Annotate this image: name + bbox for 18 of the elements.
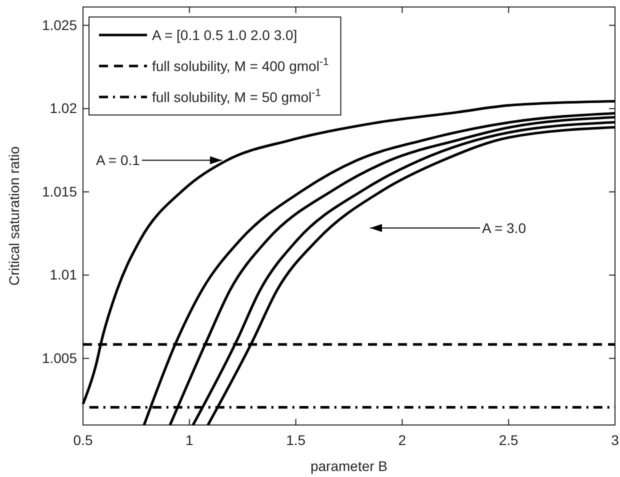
legend-label: full solubility, M = 50 gmol$^{-1}$: [152, 87, 322, 105]
y-tick-label: 1.015: [42, 183, 78, 200]
y-tick-label: 1.005: [42, 350, 78, 366]
x-tick-label: 2.5: [498, 432, 519, 448]
legend-label: full solubility, M = 400 gmol$^{-1}$: [152, 56, 329, 74]
x-tick-label: 3: [611, 432, 620, 448]
y-tick-label: 1.025: [42, 16, 78, 33]
x-tick-label: 1.5: [286, 432, 306, 448]
y-tick-label: 1.02: [50, 100, 78, 116]
x-tick-label: 1: [186, 432, 194, 448]
annotation: A = 3.0: [482, 220, 526, 236]
x-axis-title: parameter B: [310, 458, 388, 474]
y-tick-label: 1.01: [50, 266, 78, 283]
x-tick-label: 0.5: [73, 432, 93, 448]
legend-label: A = [0.1 0.5 1.0 2.0 3.0]: [152, 27, 298, 43]
x-tick-label: 2: [398, 432, 406, 448]
y-axis-title: Critical saturation ratio: [6, 146, 22, 286]
annotation: A = 0.1: [96, 152, 140, 168]
